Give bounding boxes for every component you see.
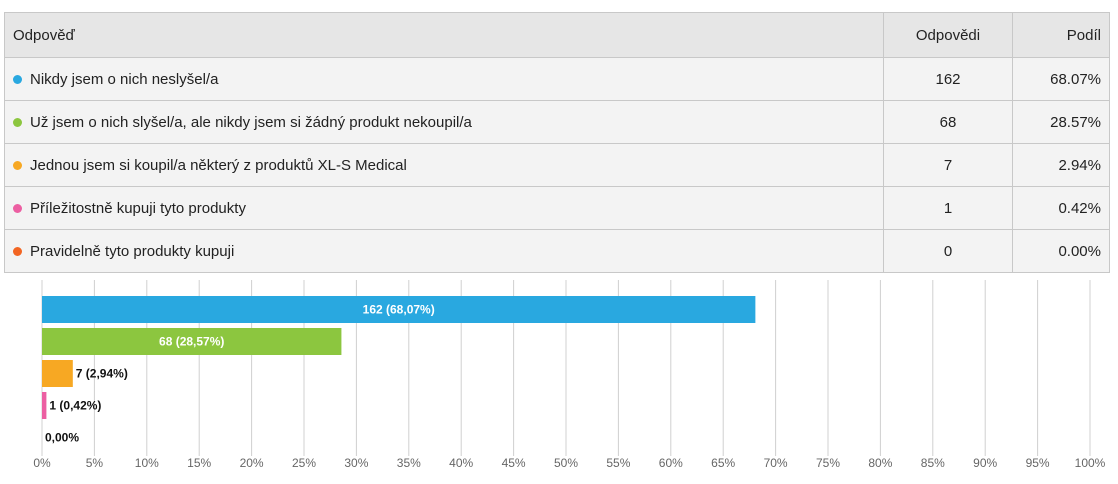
x-tick-label: 40%	[449, 456, 473, 470]
value-label: 7 (2,94%)	[76, 367, 128, 381]
answer-cell: Nikdy jsem o nich neslyšel/a	[4, 57, 884, 101]
share-cell: 2.94%	[1012, 143, 1110, 187]
answer-text: Příležitostně kupuji tyto produkty	[30, 199, 246, 217]
x-tick-label: 100%	[1075, 456, 1106, 470]
value-label: 162 (68,07%)	[363, 303, 435, 317]
header-row: Odpověď Odpovědi Podíl	[4, 12, 1110, 58]
x-tick-label: 25%	[292, 456, 316, 470]
count-cell: 1	[883, 186, 1013, 230]
chart: 0% 5% 10% 15% 20% 25% 30% 35% 40% 45% 50% 55% 60% 65%…	[33, 280, 1106, 470]
x-tick-label: 85%	[921, 456, 945, 470]
bar	[42, 360, 73, 387]
value-label: 68 (28,57%)	[159, 335, 224, 349]
table-body: Nikdy jsem o nich neslyšel/a 162 68.07% Už …	[4, 57, 1110, 273]
x-tick-label: 60%	[659, 456, 683, 470]
x-tick-label: 70%	[764, 456, 788, 470]
answer-text: Nikdy jsem o nich neslyšel/a	[30, 70, 219, 88]
share-cell: 0.00%	[1012, 229, 1110, 273]
share-cell: 0.42%	[1012, 186, 1110, 230]
answer-cell: Už jsem o nich slyšel/a, ale nikdy jsem …	[4, 100, 884, 144]
bullet	[13, 160, 22, 170]
count-cell: 68	[883, 100, 1013, 144]
value-label: 1 (0,42%)	[49, 399, 101, 413]
bullet	[13, 203, 22, 213]
table-row: Jednou jsem si koupil/a některý z produk…	[4, 143, 1110, 187]
bullet	[13, 117, 22, 127]
table-row: Nikdy jsem o nich neslyšel/a 162 68.07%	[4, 57, 1110, 101]
x-tick-label: 35%	[397, 456, 421, 470]
x-tick-label: 30%	[344, 456, 368, 470]
x-tick-label: 5%	[86, 456, 104, 470]
answer-cell: Jednou jsem si koupil/a některý z produk…	[4, 143, 884, 187]
table-row: Příležitostně kupuji tyto produkty 1 0.42%	[4, 186, 1110, 230]
answer-cell: Pravidelně tyto produkty kupuji	[4, 229, 884, 273]
x-tick-label: 45%	[502, 456, 526, 470]
bullet	[13, 74, 22, 84]
bar	[42, 296, 756, 323]
x-tick-label: 55%	[606, 456, 630, 470]
answer-text: Pravidelně tyto produkty kupuji	[30, 242, 235, 260]
bullet	[13, 246, 22, 256]
header-cell: Odpovědi	[883, 12, 1013, 58]
count-cell: 162	[883, 57, 1013, 101]
value-label: 0,00%	[45, 431, 79, 445]
x-tick-label: 80%	[868, 456, 892, 470]
x-tick-label: 75%	[816, 456, 840, 470]
table-row: Pravidelně tyto produkty kupuji 0 0.00%	[4, 229, 1110, 273]
x-tick-label: 90%	[973, 456, 997, 470]
answer-text: Jednou jsem si koupil/a některý z produk…	[30, 156, 407, 174]
results-table: Odpověď Odpovědi Podíl Nikdy jsem o nich…	[4, 12, 1110, 273]
header-cell: Odpověď	[4, 12, 884, 58]
x-tick-label: 65%	[711, 456, 735, 470]
table-row: Už jsem o nich slyšel/a, ale nikdy jsem …	[4, 100, 1110, 144]
count-cell: 7	[883, 143, 1013, 187]
share-cell: 28.57%	[1012, 100, 1110, 144]
header-cell: Podíl	[1012, 12, 1110, 58]
x-tick-label: 20%	[240, 456, 264, 470]
bar	[42, 328, 342, 355]
x-tick-label: 0%	[33, 456, 51, 470]
answer-text: Už jsem o nich slyšel/a, ale nikdy jsem …	[30, 113, 472, 131]
x-tick-label: 95%	[1026, 456, 1050, 470]
share-cell: 68.07%	[1012, 57, 1110, 101]
x-tick-label: 15%	[187, 456, 211, 470]
x-tick-label: 10%	[135, 456, 159, 470]
count-cell: 0	[883, 229, 1013, 273]
answer-cell: Příležitostně kupuji tyto produkty	[4, 186, 884, 230]
bar	[42, 392, 47, 419]
x-tick-label: 50%	[554, 456, 578, 470]
